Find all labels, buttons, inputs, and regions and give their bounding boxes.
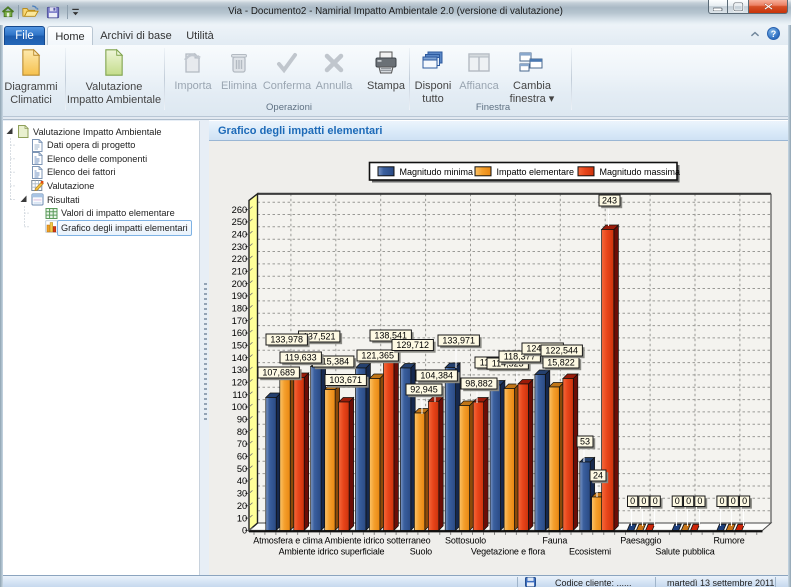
svg-text:107,689: 107,689 (262, 367, 295, 377)
svg-text:53: 53 (580, 436, 590, 446)
svg-text:118,377: 118,377 (504, 351, 536, 361)
svg-text:50: 50 (237, 464, 247, 474)
svg-text:129,712: 129,712 (396, 340, 429, 350)
svg-text:90: 90 (237, 415, 247, 425)
svg-text:119,633: 119,633 (285, 352, 317, 362)
svg-text:0: 0 (630, 496, 635, 506)
svg-text:20: 20 (237, 501, 247, 511)
svg-text:30: 30 (237, 489, 247, 499)
svg-text:133,971: 133,971 (442, 335, 475, 345)
svg-text:115,384: 115,384 (317, 356, 349, 366)
svg-text:121,365: 121,365 (361, 350, 394, 360)
svg-text:70: 70 (237, 439, 247, 449)
svg-text:98,882: 98,882 (465, 378, 493, 388)
svg-text:0: 0 (653, 496, 658, 506)
svg-text:Fauna: Fauna (542, 536, 567, 546)
svg-text:Sottosuolo: Sottosuolo (445, 536, 486, 546)
svg-text:190: 190 (232, 291, 248, 301)
svg-text:40: 40 (237, 476, 247, 486)
svg-text:15,822: 15,822 (547, 357, 575, 367)
svg-text:0: 0 (242, 526, 247, 536)
svg-text:Impatto elementare: Impatto elementare (497, 167, 575, 177)
svg-text:230: 230 (232, 242, 248, 252)
svg-text:260: 260 (232, 205, 248, 215)
svg-text:0: 0 (731, 496, 736, 506)
svg-text:137,521: 137,521 (303, 331, 336, 341)
svg-text:Paesaggio: Paesaggio (620, 536, 661, 546)
svg-text:150: 150 (232, 341, 248, 351)
svg-text:210: 210 (232, 267, 248, 277)
svg-text:Ecosistemi: Ecosistemi (569, 547, 611, 557)
svg-text:120: 120 (232, 378, 248, 388)
svg-text:0: 0 (675, 496, 680, 506)
svg-text:138,541: 138,541 (374, 330, 407, 340)
svg-text:Rumore: Rumore (713, 536, 744, 546)
svg-text:104,384: 104,384 (420, 370, 453, 380)
svg-text:103,671: 103,671 (329, 375, 362, 385)
svg-text:170: 170 (232, 316, 248, 326)
svg-text:Salute pubblica: Salute pubblica (655, 547, 714, 557)
svg-text:180: 180 (232, 304, 248, 314)
svg-text:0: 0 (719, 496, 724, 506)
svg-text:0: 0 (697, 496, 702, 506)
svg-text:250: 250 (232, 217, 248, 227)
svg-text:200: 200 (232, 279, 248, 289)
svg-text:122,544: 122,544 (545, 345, 578, 355)
svg-text:243: 243 (602, 195, 617, 205)
svg-text:60: 60 (237, 452, 247, 462)
svg-text:110: 110 (232, 390, 247, 400)
svg-text:Magnitudo massima: Magnitudo massima (600, 167, 681, 177)
svg-text:Atmosfera e clima: Atmosfera e clima (253, 536, 323, 546)
svg-text:Ambiente idrico sotterraneo: Ambiente idrico sotterraneo (324, 536, 430, 546)
svg-text:Suolo: Suolo (410, 547, 432, 557)
svg-text:Vegetazione e flora: Vegetazione e flora (471, 547, 545, 557)
svg-text:80: 80 (237, 427, 247, 437)
svg-text:92,945: 92,945 (410, 384, 438, 394)
svg-text:0: 0 (742, 496, 747, 506)
svg-text:10: 10 (237, 513, 247, 523)
svg-text:240: 240 (232, 229, 248, 239)
svg-text:0: 0 (641, 496, 646, 506)
svg-text:140: 140 (232, 353, 248, 363)
svg-text:130: 130 (232, 365, 248, 375)
svg-text:160: 160 (232, 328, 248, 338)
svg-text:0: 0 (686, 496, 691, 506)
svg-text:100: 100 (232, 402, 248, 412)
svg-text:24: 24 (593, 470, 603, 480)
svg-text:Magnitudo minima: Magnitudo minima (400, 167, 474, 177)
svg-text:220: 220 (232, 254, 248, 264)
svg-text:133,978: 133,978 (270, 334, 303, 344)
svg-text:Ambiente idrico superficiale: Ambiente idrico superficiale (279, 547, 385, 557)
